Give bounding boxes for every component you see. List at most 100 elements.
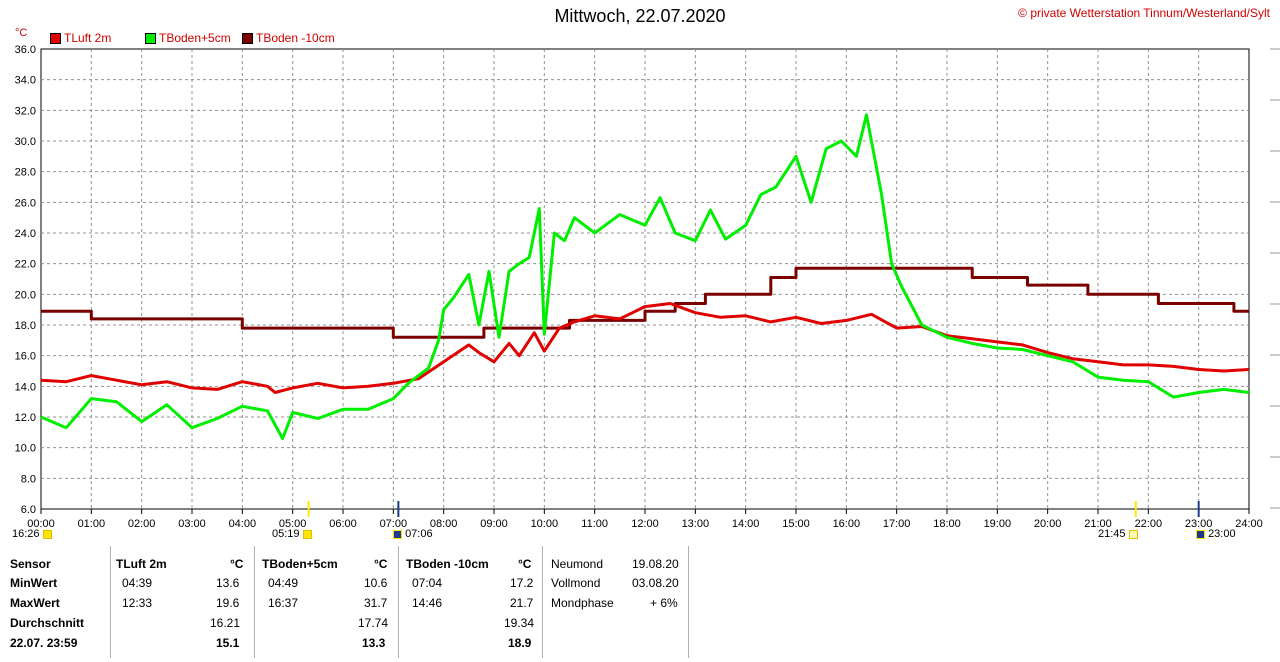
- y-tick-label: 10.0: [15, 443, 36, 455]
- sunset-marker: 21:45: [1098, 528, 1138, 540]
- y-tick-label: 26.0: [15, 197, 36, 209]
- stats-row-current-label: 22.07. 23:59: [10, 636, 78, 650]
- stats-row-min-label: MinWert: [10, 576, 58, 590]
- stats-tluft-unit: °C: [230, 557, 244, 571]
- stats-tboden5-max: 31.7: [364, 596, 388, 610]
- y-tick-label: 12.0: [15, 412, 36, 424]
- y-tick-label: 30.0: [15, 136, 36, 148]
- stats-tboden5-min: 10.6: [364, 576, 388, 590]
- x-tick-label: 22:00: [1135, 518, 1163, 530]
- moonset-icon: [1196, 529, 1205, 539]
- chart-title: Mittwoch, 22.07.2020: [554, 6, 726, 26]
- moonset-label: 23:00: [1208, 528, 1236, 540]
- legend-item-tboden10: TBoden -10cm: [242, 31, 335, 45]
- y-tick-label: 6.0: [21, 504, 36, 516]
- stats-tluft-avg: 16.21: [210, 616, 241, 630]
- y-tick-label: 18.0: [15, 320, 36, 332]
- y-tick-label: 28.0: [15, 167, 36, 179]
- moon-vollmond-date: 03.08.20: [632, 576, 679, 590]
- sunset-icon: [1128, 529, 1138, 539]
- temperature-chart: 6.0 8.0 10.0 12.0 14.0 16.0 18.0 20.0 22.0 24.0 26…: [15, 44, 1280, 530]
- x-tick-label: 17:00: [883, 518, 911, 530]
- x-tick-label: 10:00: [531, 518, 559, 530]
- x-tick-label: 19:00: [984, 518, 1012, 530]
- x-tick-label: 06:00: [329, 518, 357, 530]
- y-tick-label: 8.0: [21, 473, 36, 485]
- x-tick-label: 01:00: [78, 518, 106, 530]
- series-line-tluft: [40, 302, 1250, 394]
- legend-item-tluft: TLuft 2m: [50, 31, 111, 45]
- stats-tboden10-min: 17.2: [510, 576, 534, 590]
- x-tick-label: 23:00: [1185, 518, 1213, 530]
- stats-tboden5-max-time: 16:37: [268, 596, 299, 610]
- moon-phase-label: Mondphase: [551, 596, 614, 610]
- y-unit-label: °C: [15, 27, 28, 39]
- x-tick-label: 08:00: [430, 518, 458, 530]
- left-time-label: 16:26: [12, 528, 40, 540]
- x-tick-label: 24:00: [1235, 518, 1263, 530]
- x-tick-label: 15:00: [782, 518, 810, 530]
- legend-label-tboden5: TBoden+5cm: [159, 31, 231, 45]
- stats-tboden5-avg: 17.74: [358, 616, 389, 630]
- stats-tluft-min: 13.6: [216, 576, 240, 590]
- stats-tluft-max: 19.6: [216, 596, 240, 610]
- legend-swatch-tluft: [50, 32, 61, 44]
- x-tick-label: 03:00: [178, 518, 206, 530]
- left-time-marker: 16:26: [12, 528, 52, 540]
- stats-tluft-min-time: 04:39: [122, 576, 153, 590]
- y-tick-label: 34.0: [15, 75, 36, 87]
- y-tick-label: 22.0: [15, 259, 36, 271]
- stats-row-avg-label: Durchschnitt: [10, 616, 85, 630]
- stats-tboden10-max: 21.7: [510, 596, 534, 610]
- moon-vollmond-label: Vollmond: [551, 576, 601, 590]
- stats-tboden5-column: TBoden+5cm °C 04:49 10.6 16:37 31.7 17.7…: [254, 546, 399, 658]
- stats-sensor-column: Sensor MinWert MaxWert Durchschnitt 22.0…: [0, 546, 111, 658]
- moon-neumond-label: Neumond: [551, 557, 604, 571]
- sun-icon: [42, 529, 52, 539]
- x-tick-label: 16:00: [833, 518, 861, 530]
- stats-tboden5-current: 13.3: [362, 636, 386, 650]
- legend-label-tboden10: TBoden -10cm: [256, 31, 335, 45]
- sunrise-marker: 05:19: [272, 528, 312, 540]
- y-tick-label: 24.0: [15, 228, 36, 240]
- legend-item-tboden5: TBoden+5cm: [145, 31, 231, 45]
- x-tick-label: 07:00: [380, 518, 408, 530]
- sunrise-icon: [302, 529, 312, 539]
- y-tick-label: 32.0: [15, 105, 36, 117]
- x-tick-label: 21:00: [1084, 518, 1112, 530]
- stats-tluft-current: 15.1: [216, 636, 240, 650]
- series-line-tboden5: [40, 113, 1250, 440]
- series-line-tboden10: [41, 266, 1249, 339]
- x-tick-label: 12:00: [631, 518, 659, 530]
- x-tick-label: 18:00: [933, 518, 961, 530]
- moonset-marker: 23:00: [1196, 528, 1236, 540]
- stats-tboden10-unit: °C: [518, 557, 532, 571]
- stats-row-max-label: MaxWert: [10, 596, 60, 610]
- stats-moon-column: Neumond 19.08.20 Vollmond 03.08.20 Mondp…: [542, 546, 689, 658]
- stats-tboden10-min-time: 07:04: [412, 576, 443, 590]
- moon-neumond-date: 19.08.20: [632, 557, 679, 571]
- legend-swatch-tboden10: [242, 32, 253, 44]
- sunrise-label: 05:19: [272, 528, 300, 540]
- x-tick-label: 13:00: [682, 518, 710, 530]
- stats-tboden10-column: TBoden -10cm °C 07:04 17.2 14:46 21.7 19…: [398, 546, 543, 658]
- moonrise-marker: 07:06: [393, 528, 433, 540]
- y-tick-label: 16.0: [15, 351, 36, 363]
- stats-tboden10-header: TBoden -10cm: [406, 557, 489, 571]
- y-tick-label: 20.0: [15, 289, 36, 301]
- stats-sensor-header: Sensor: [10, 557, 51, 571]
- stats-tboden5-unit: °C: [374, 557, 388, 571]
- moonrise-icon: [393, 529, 402, 539]
- stats-tboden10-current: 18.9: [508, 636, 532, 650]
- x-tick-label: 02:00: [128, 518, 156, 530]
- sunset-label: 21:45: [1098, 528, 1126, 540]
- legend-label-tluft: TLuft 2m: [64, 31, 112, 45]
- stats-tboden5-header: TBoden+5cm: [262, 557, 338, 571]
- x-tick-label: 05:00: [279, 518, 307, 530]
- x-tick-label: 09:00: [480, 518, 508, 530]
- x-tick-label: 00:00: [27, 518, 55, 530]
- x-tick-label: 20:00: [1034, 518, 1062, 530]
- legend-swatch-tboden5: [145, 32, 156, 44]
- stats-tboden10-avg: 19.34: [504, 616, 535, 630]
- stats-tboden5-min-time: 04:49: [268, 576, 299, 590]
